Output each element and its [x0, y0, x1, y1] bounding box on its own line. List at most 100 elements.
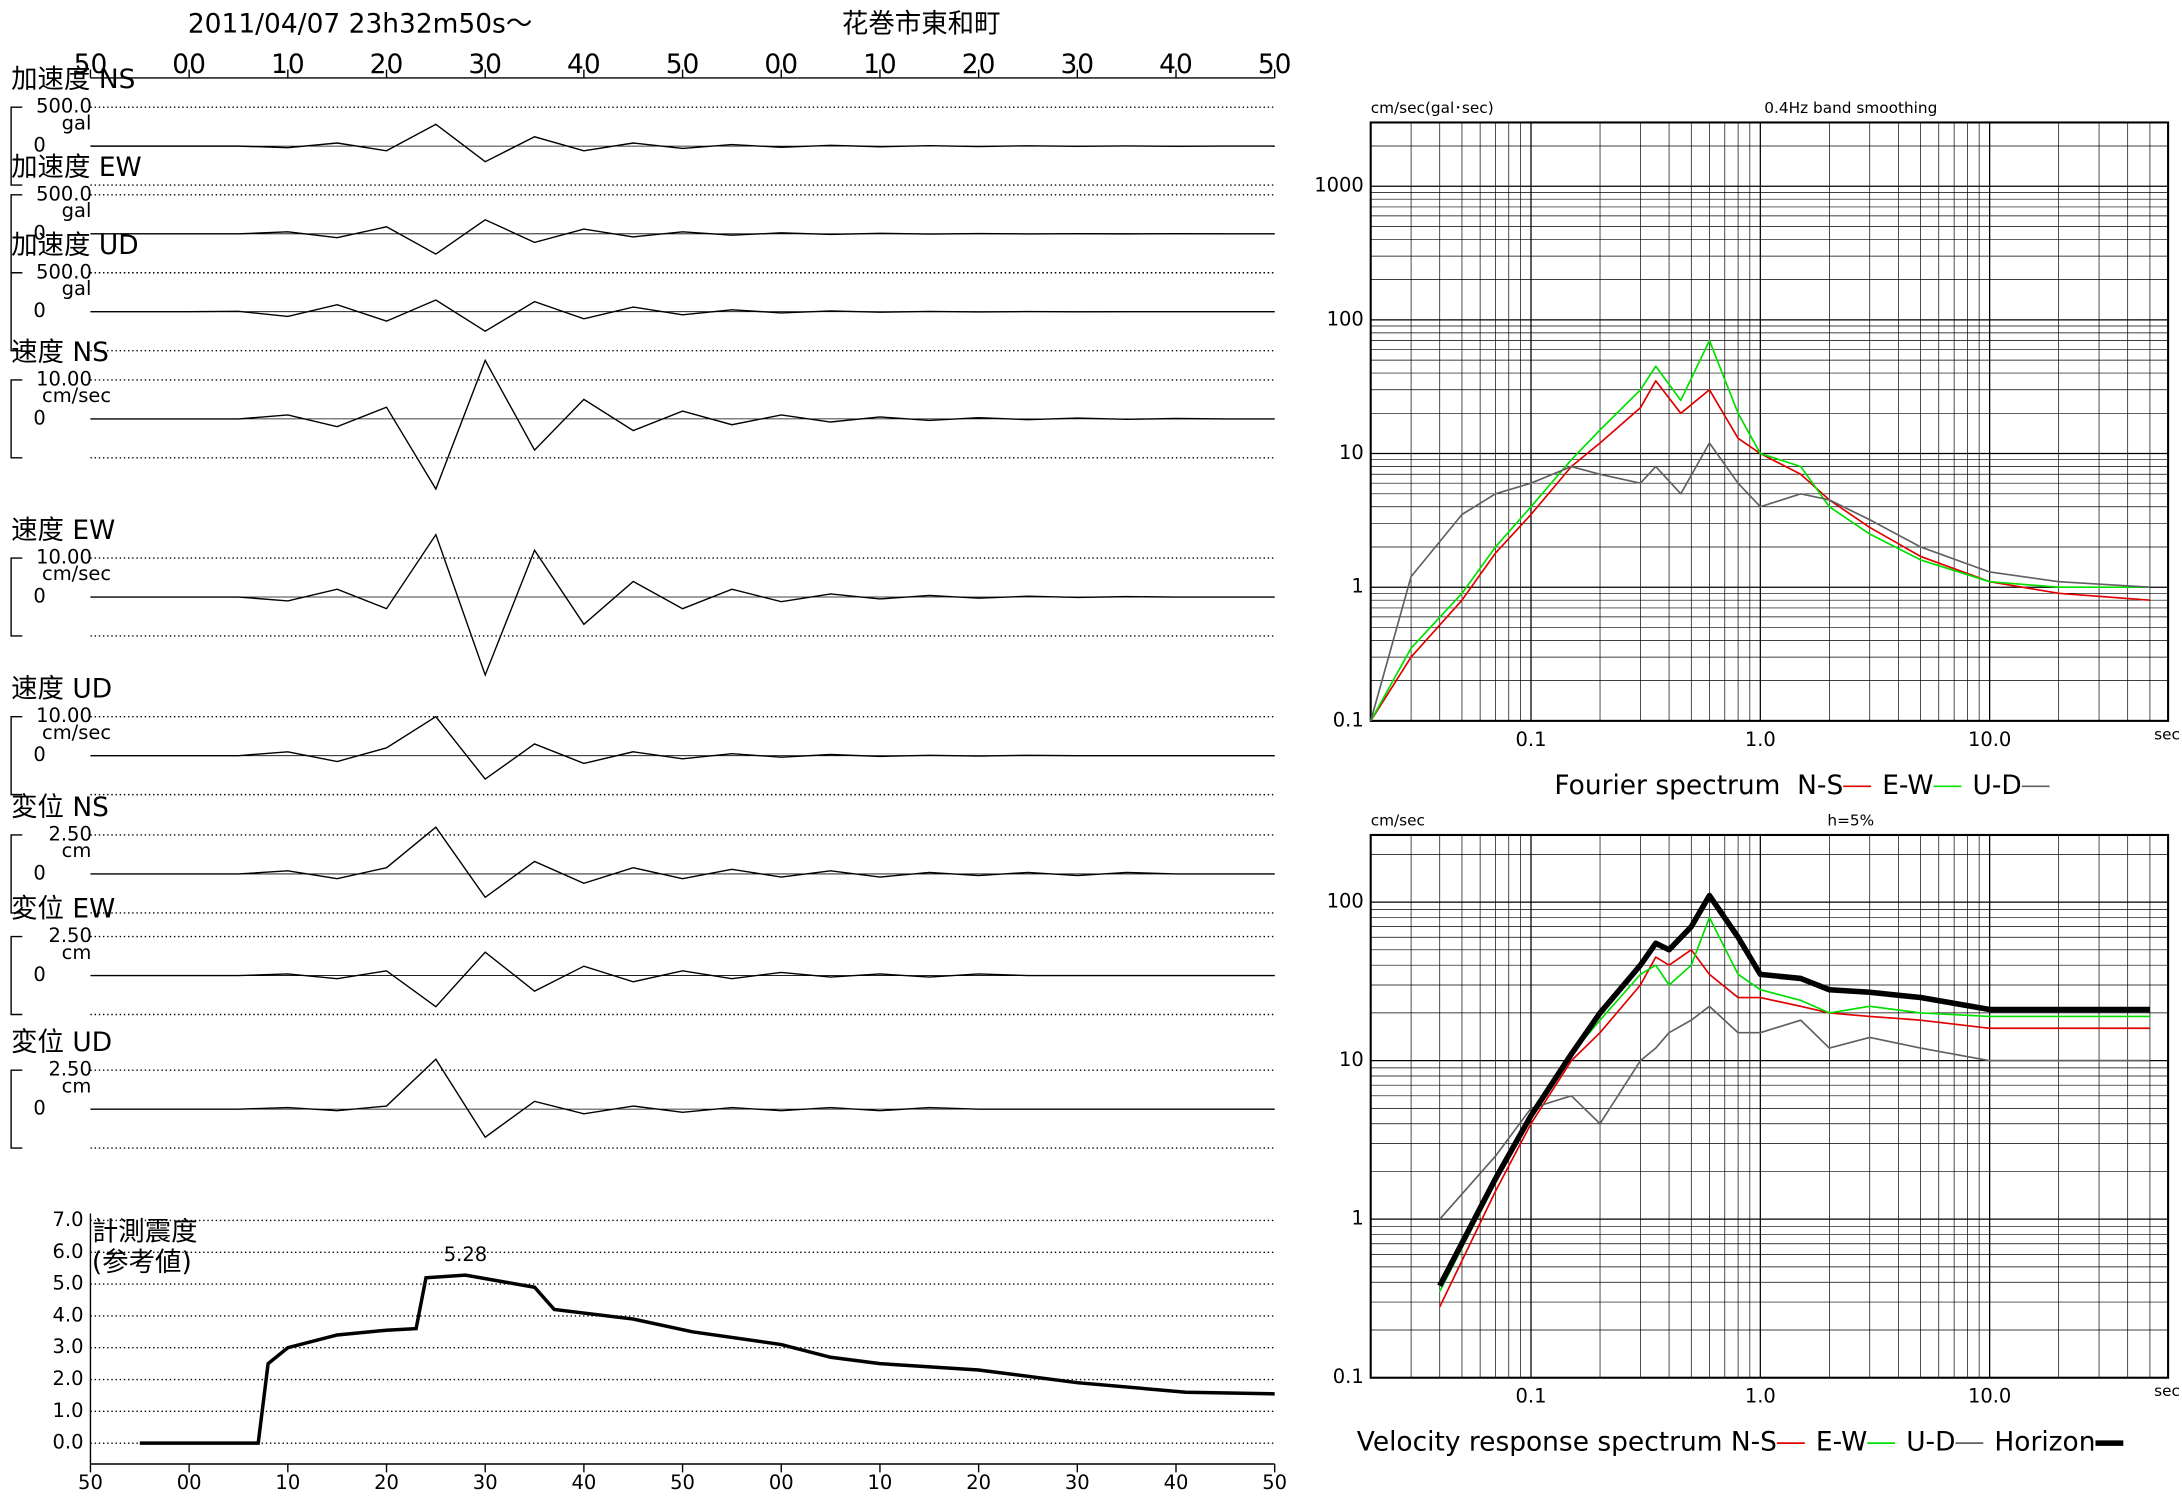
trace-name: 加速度 EW — [11, 152, 142, 183]
trace — [90, 218, 1275, 255]
x-tick-label: 40 — [1159, 49, 1193, 80]
unit-label: gal — [62, 111, 92, 134]
trace — [90, 299, 1275, 333]
spectrum-line — [1438, 948, 2150, 1308]
y-tick-label: 1000 — [1314, 174, 1364, 197]
y-tick-label: 100 — [1327, 307, 1364, 330]
x-tick-label: 10.0 — [1968, 728, 2011, 751]
x-tick-label: 30 — [1060, 49, 1094, 80]
legend-entry: E-W — [1882, 770, 1933, 801]
spectrum-line — [1439, 1005, 2150, 1220]
plot-frame — [1369, 121, 2170, 722]
x-tick-label: 30 — [1065, 1471, 1090, 1494]
x-tick-label: 10 — [863, 49, 897, 80]
scale-label: 500.0 — [36, 260, 92, 283]
unit-label: cm/sec — [42, 384, 111, 407]
trace-name: 加速度 NS — [11, 64, 135, 95]
scale-label: 0 — [33, 1097, 45, 1120]
trace — [90, 1058, 1275, 1139]
unit-label: cm — [62, 839, 92, 862]
y-tick-label: 100 — [1327, 890, 1364, 913]
spectrum-line — [1437, 892, 2150, 1288]
trace — [90, 715, 1275, 780]
x-tick-label: 50 — [666, 49, 700, 80]
x-tick-label: 40 — [1164, 1471, 1189, 1494]
x-tick-label: 00 — [177, 1471, 202, 1494]
trace-bracket — [10, 272, 23, 352]
trace-name: 変位 NS — [11, 792, 109, 823]
legend-entry: N-S — [1731, 1427, 1777, 1458]
x-tick-label: 00 — [769, 1471, 794, 1494]
unit-label: gal — [62, 277, 92, 300]
x-tick-label: 20 — [370, 49, 404, 80]
trace — [90, 123, 1275, 163]
x-tick-label: 20 — [966, 1471, 991, 1494]
x-tick-label: 20 — [962, 49, 996, 80]
legend-title: Fourier spectrum — [1554, 770, 1780, 801]
trace-bracket — [10, 834, 23, 914]
unit-label: cm/sec — [42, 562, 111, 585]
y-tick-label: 0.1 — [1333, 1365, 1364, 1388]
chart-subtitle: h=5% — [1827, 812, 1874, 830]
trace-bracket — [10, 1069, 23, 1149]
x-tick-label: 1.0 — [1745, 728, 1776, 751]
scale-label: 0 — [33, 299, 45, 322]
y-tick-label: 6.0 — [53, 1240, 84, 1263]
scale-label: 0 — [33, 963, 45, 986]
trace-name: 速度 UD — [11, 674, 112, 705]
record-title: 2011/04/07 23h32m50s〜 — [188, 9, 532, 40]
scale-label: 0 — [33, 861, 45, 884]
spectrum-line — [1369, 442, 2150, 722]
x-tick-label: 10 — [275, 1471, 300, 1494]
y-tick-label: 5.0 — [53, 1272, 84, 1295]
trace — [90, 826, 1275, 899]
x-axis-title: sec — [2154, 1382, 2180, 1400]
trace-bracket — [10, 379, 23, 459]
trace-name: 変位 UD — [11, 1027, 112, 1058]
legend-entry: E-W — [1816, 1427, 1867, 1458]
intensity-line — [139, 1273, 1275, 1445]
x-tick-label: 50 — [1262, 1471, 1287, 1494]
x-tick-label: 50 — [670, 1471, 695, 1494]
trace-bracket — [10, 716, 23, 796]
x-tick-label: 30 — [473, 1471, 498, 1494]
trace — [90, 358, 1275, 491]
scale-label: 0 — [33, 743, 45, 766]
x-tick-label: 10 — [868, 1471, 893, 1494]
y-axis-title: cm/sec — [1371, 812, 1425, 830]
scale-label: 2.50 — [48, 1058, 91, 1081]
x-tick-label: 40 — [571, 1471, 596, 1494]
unit-label: cm — [62, 941, 92, 964]
spectrum-line — [1370, 380, 2150, 722]
unit-label: cm — [62, 1074, 92, 1097]
x-tick-label: 50 — [74, 49, 108, 80]
y-tick-label: 3.0 — [53, 1335, 84, 1358]
y-tick-label: 1 — [1351, 1207, 1363, 1230]
legend-entry: U-D — [1973, 770, 2022, 801]
trace-bracket — [10, 935, 23, 1016]
legend-entry: Horizon — [1994, 1427, 2095, 1458]
x-tick-label: 20 — [374, 1471, 399, 1494]
scale-label: 500.0 — [36, 182, 92, 205]
unit-label: gal — [62, 199, 92, 222]
y-tick-label: 1 — [1351, 575, 1363, 598]
y-tick-label: 2.0 — [53, 1367, 84, 1390]
scale-label: 10.00 — [36, 546, 92, 569]
x-tick-label: 00 — [764, 49, 798, 80]
x-tick-label: 10 — [271, 49, 305, 80]
scale-label: 0 — [33, 221, 45, 244]
x-tick-label: 0.1 — [1516, 728, 1547, 751]
trace-name: 速度 NS — [11, 337, 109, 368]
y-tick-label: 7.0 — [53, 1208, 84, 1231]
trace-name: 変位 EW — [11, 894, 115, 925]
scale-label: 2.50 — [48, 822, 91, 845]
x-tick-label: 10.0 — [1968, 1385, 2011, 1408]
x-tick-label: 00 — [172, 49, 206, 80]
spectrum-line — [1369, 339, 2150, 722]
scale-label: 0 — [33, 134, 45, 157]
legend-entry: N-S — [1797, 770, 1843, 801]
x-tick-label: 50 — [1258, 49, 1292, 80]
scale-label: 2.50 — [48, 924, 91, 947]
trace-name: 加速度 UD — [11, 230, 138, 261]
